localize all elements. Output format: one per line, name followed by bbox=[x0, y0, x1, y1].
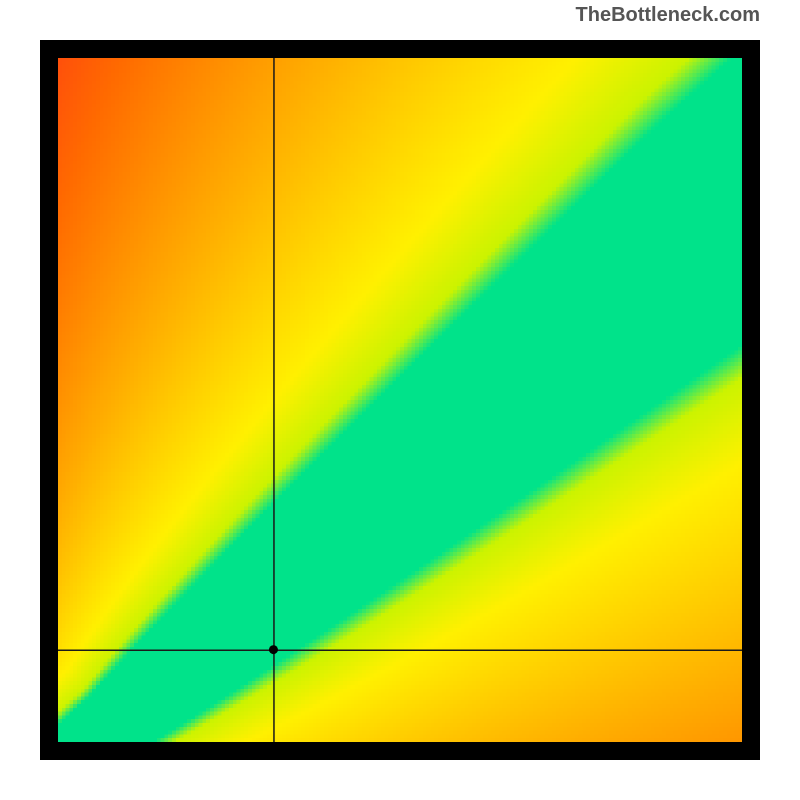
chart-container: TheBottleneck.com bbox=[0, 0, 800, 800]
chart-plot-area bbox=[58, 58, 742, 742]
chart-frame bbox=[40, 40, 760, 760]
crosshair-overlay bbox=[58, 58, 742, 742]
attribution-text: TheBottleneck.com bbox=[576, 4, 760, 27]
